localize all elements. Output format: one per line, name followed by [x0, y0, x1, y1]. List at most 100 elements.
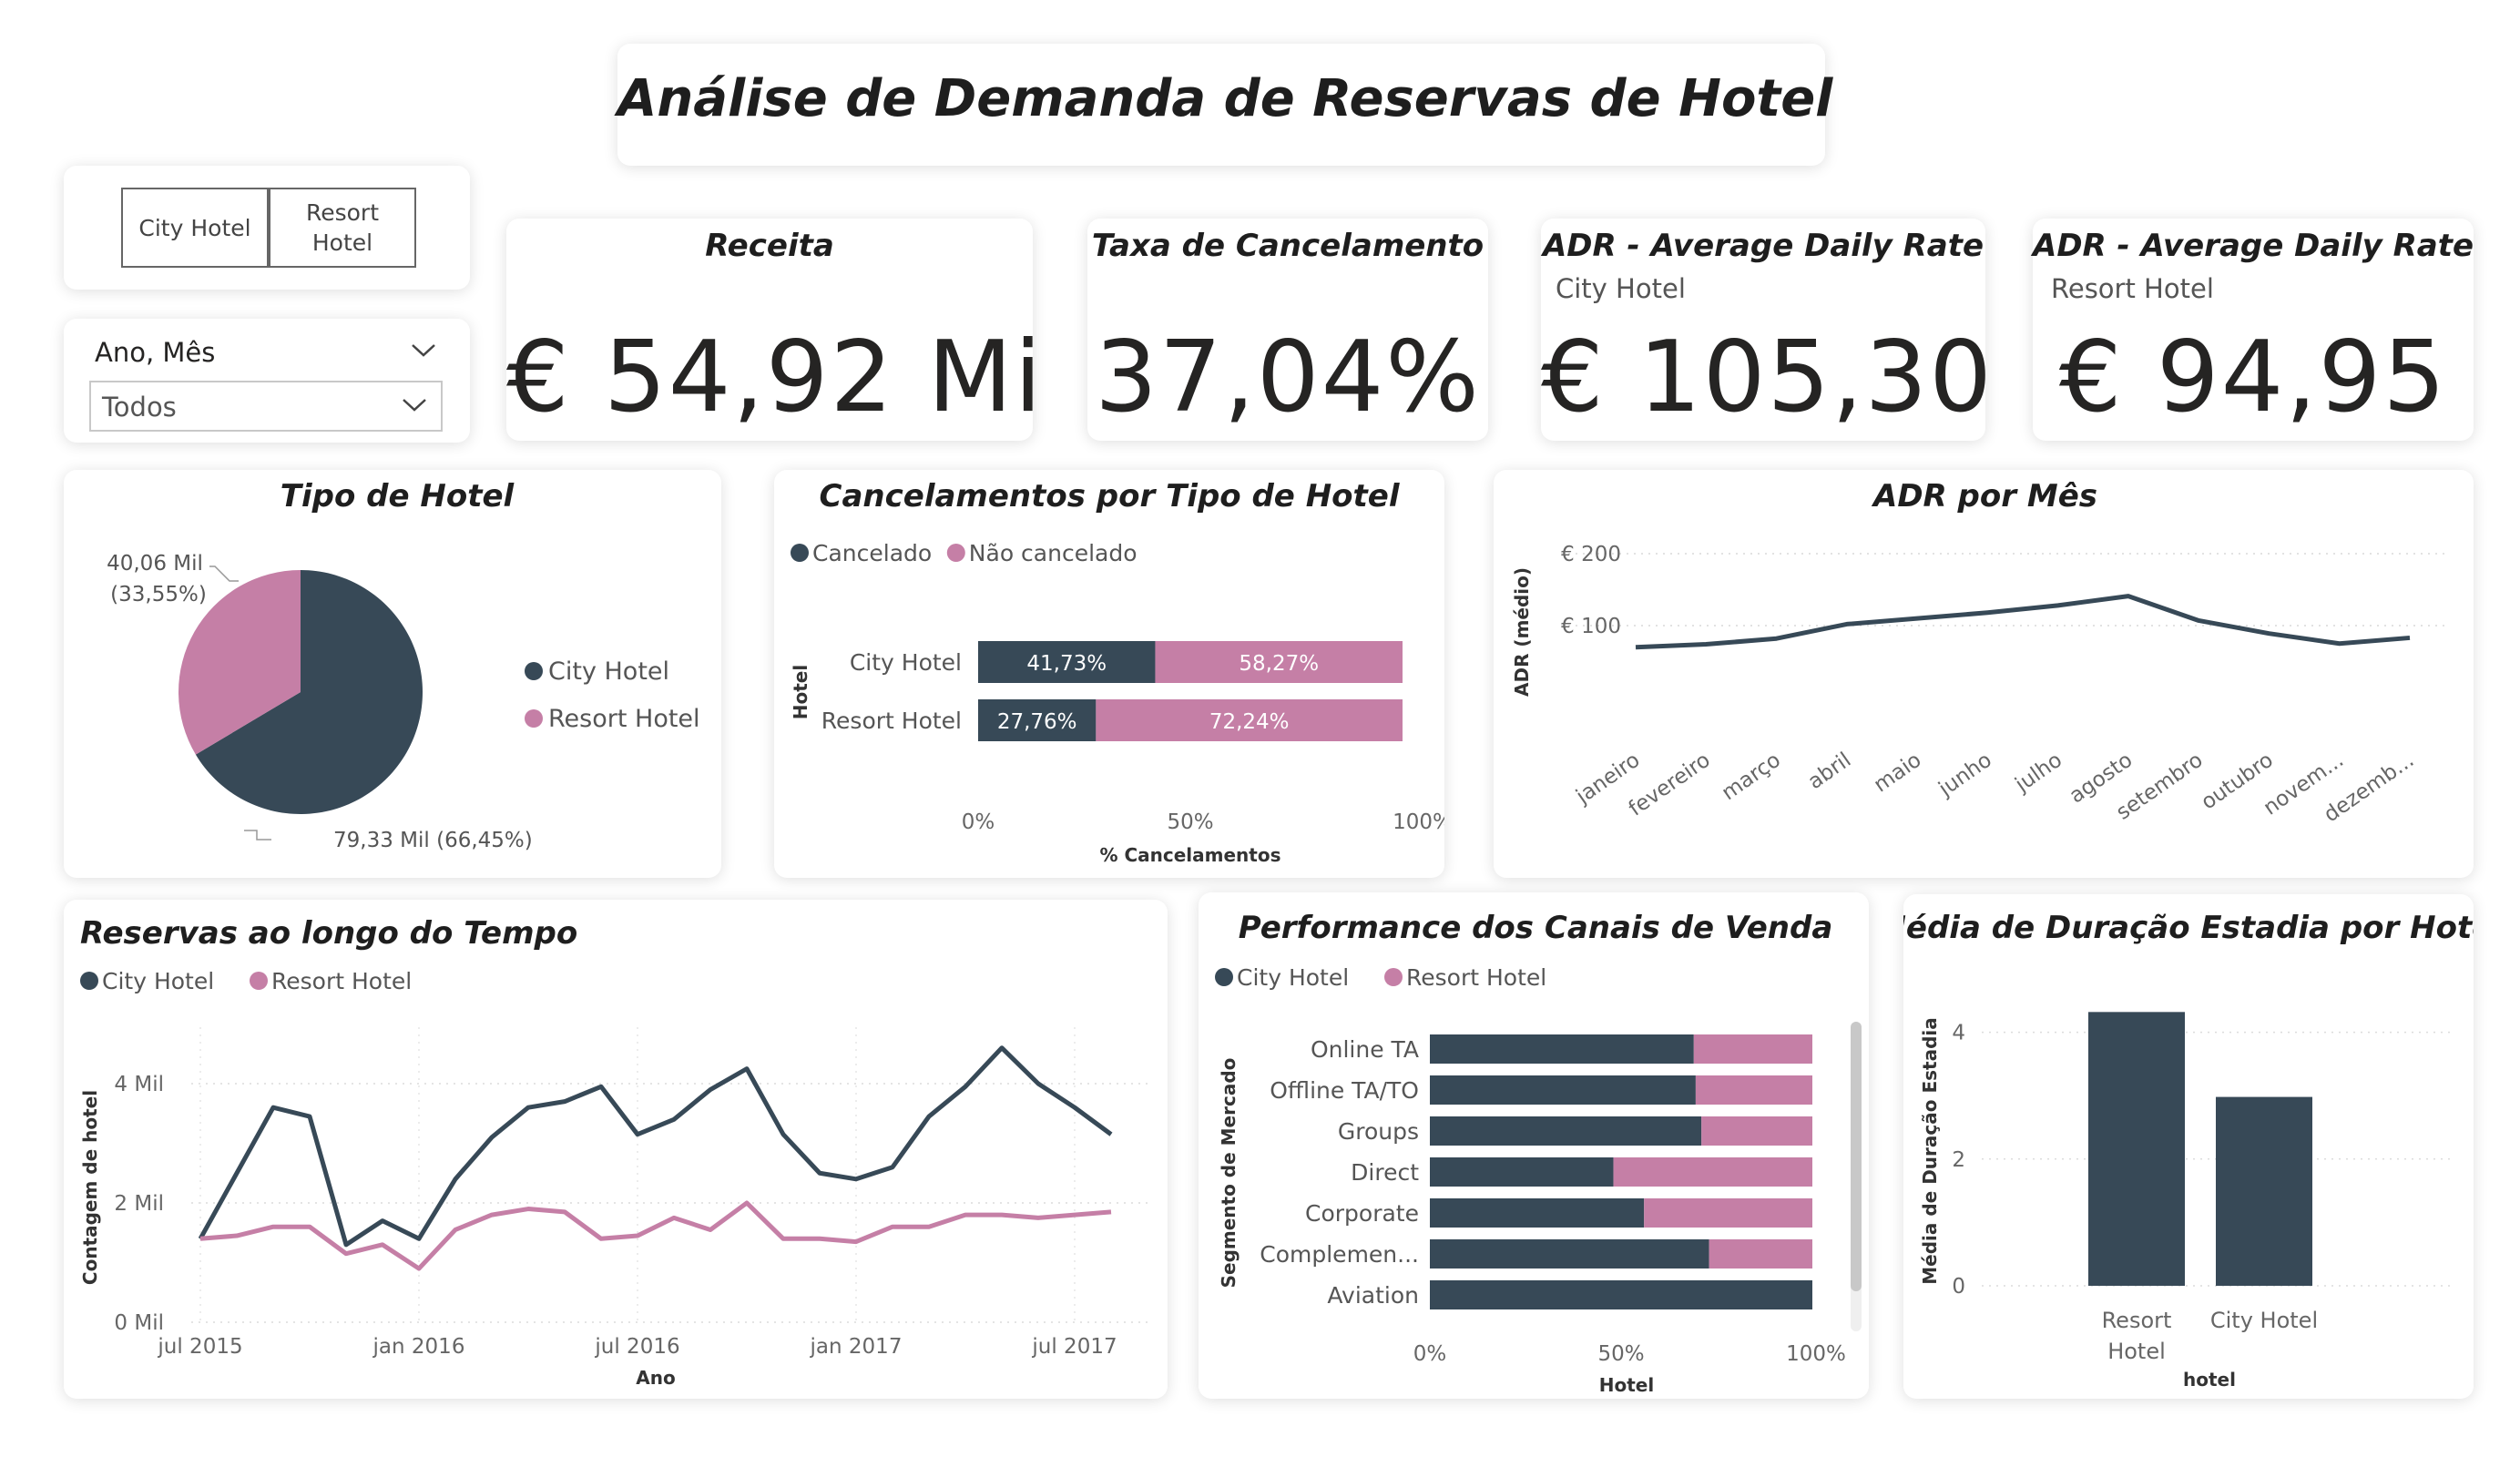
x-tick-label: Resort: [2102, 1308, 2172, 1333]
legend-label: Resort Hotel: [548, 705, 700, 733]
bar-data-label: 72,24%: [1209, 710, 1290, 734]
y-tick-label: 2: [1952, 1148, 1965, 1172]
chart-title: ADR por Mês: [1871, 478, 2097, 515]
legend-marker: [1215, 968, 1233, 986]
y-axis-label: Hotel: [790, 665, 811, 719]
category-label: City Hotel: [850, 649, 962, 676]
y-tick-label: 0: [1952, 1275, 1965, 1299]
bar-segment: [978, 641, 1156, 683]
chevron-down-icon: [403, 399, 426, 412]
category-label: Corporate: [1305, 1200, 1419, 1227]
pie-slice: [178, 570, 301, 755]
date-slicer: Ano, Mês Todos: [64, 319, 470, 443]
bar: [2216, 1096, 2312, 1286]
category-label: Complemen...: [1260, 1241, 1419, 1268]
page-title: Análise de Demanda de Reservas de Hotel: [617, 69, 1833, 128]
bar-segment: [1430, 1198, 1645, 1228]
kpi-receita: Receita € 54,92 Mi: [506, 219, 1044, 441]
legend-label: City Hotel: [1237, 964, 1349, 991]
bar-segment: [1695, 1075, 1812, 1105]
pie-leader-line: [244, 830, 271, 841]
legend-label: Resort Hotel: [1406, 964, 1546, 991]
bar-segment: [1693, 1034, 1812, 1064]
y-axis-label: Contagem de hotel: [79, 1090, 101, 1285]
y-tick-label: 2 Mil: [114, 1192, 164, 1216]
legend-label: City Hotel: [102, 968, 214, 994]
kpi-value: 37,04%: [1095, 321, 1481, 434]
legend-marker: [791, 544, 809, 562]
chart-title: Tipo de Hotel: [281, 478, 515, 515]
bar-segment: [1155, 641, 1403, 683]
kpi-value: € 94,95: [2058, 321, 2448, 434]
pie-slice: [195, 570, 423, 814]
x-axis-label: hotel: [2183, 1369, 2236, 1391]
category-label: Aviation: [1327, 1282, 1419, 1309]
kpi-title: ADR - Average Daily Rate: [2033, 228, 2474, 264]
adr-month-chart-card: ADR por Mês € 100 € 200 janeiro fevereiro ma…: [1494, 470, 2474, 878]
legend-marker: [946, 544, 965, 562]
chart-title: Cancelamentos por Tipo de Hotel: [820, 478, 1401, 515]
adr-line: [1635, 594, 2411, 650]
bar-data-label: 41,73%: [1026, 652, 1107, 676]
scrollbar-thumb[interactable]: [1851, 1022, 1862, 1291]
x-tick-label: 100%: [1393, 810, 1444, 834]
bar-segment: [1430, 1239, 1709, 1269]
x-tick-label: 50%: [1167, 810, 1213, 834]
legend-label: Não cancelado: [969, 540, 1138, 566]
bar-segment: [1430, 1034, 1694, 1064]
x-tick-label: jan 2016: [372, 1335, 465, 1359]
kpi-cancelamento: Taxa de Cancelamento 37,04%: [1087, 219, 1488, 441]
slicer-button-city-hotel[interactable]: City Hotel: [121, 188, 269, 268]
x-tick-label: 50%: [1597, 1342, 1644, 1366]
stay-duration-chart-card: Média de Duração Estadia por Hotel 0 2 4 Re…: [1903, 894, 2474, 1399]
bar-segment: [1096, 699, 1403, 741]
bar-segment: [1430, 1116, 1702, 1146]
legend-marker: [525, 709, 543, 728]
page-title-card: Análise de Demanda de Reservas de Hotel: [617, 44, 1833, 166]
category-label: Groups: [1338, 1118, 1419, 1145]
pie-data-label: 79,33 Mil (66,45%): [333, 829, 533, 852]
kpi-title: Receita: [705, 228, 834, 264]
x-tick-label: 100%: [1786, 1342, 1846, 1366]
x-axis-label: Hotel: [1599, 1374, 1654, 1396]
bar-segment: [1644, 1198, 1812, 1228]
category-label: Resort Hotel: [821, 708, 962, 734]
x-tick-label: jul 2015: [157, 1335, 242, 1359]
x-axis-label: Ano: [636, 1367, 675, 1389]
stay-duration-bar-chart: Média de Duração Estadia por Hotel 0 2 4 Re…: [1903, 910, 2474, 1391]
bar: [2088, 1012, 2185, 1286]
kpi-value: € 54,92 Mi: [506, 321, 1044, 434]
kpi-adr-resort: ADR - Average Daily Rate Resort Hotel € …: [2033, 219, 2474, 441]
bar-segment: [1430, 1157, 1614, 1187]
hotel-slicer: City Hotel Resort Hotel: [64, 166, 470, 290]
category-label: Offline TA/TO: [1270, 1077, 1419, 1104]
y-tick-label: € 200: [1561, 543, 1621, 566]
kpi-title: Taxa de Cancelamento: [1091, 228, 1484, 264]
x-tick-label: abril: [1804, 749, 1856, 795]
bar-segment: [978, 699, 1097, 741]
x-tick-label: maio: [1870, 749, 1926, 798]
legend-marker: [525, 662, 543, 680]
cancel-bar-chart: Cancelamentos por Tipo de Hotel Cancelad…: [790, 478, 1444, 866]
bar-segment: [1613, 1157, 1812, 1187]
chart-title: Performance dos Canais de Venda: [1239, 910, 1833, 946]
x-tick-label: jan 2017: [810, 1335, 903, 1359]
y-axis-label: ADR (médio): [1511, 567, 1533, 697]
y-axis-label: Segmento de Mercado: [1218, 1058, 1240, 1289]
x-tick-label: Hotel: [2107, 1339, 2166, 1364]
legend-label: Cancelado: [812, 540, 932, 566]
y-axis-label: Média de Duração Estadia: [1919, 1017, 1941, 1285]
bar-data-label: 27,76%: [997, 710, 1077, 734]
legend-label: Resort Hotel: [271, 968, 412, 994]
legend-label: City Hotel: [548, 657, 669, 686]
slicer-button-resort-hotel[interactable]: Resort Hotel: [269, 188, 416, 268]
y-tick-label: 4 Mil: [114, 1073, 164, 1096]
x-tick-label: jul 2017: [1031, 1335, 1117, 1359]
kpi-subtitle: City Hotel: [1556, 273, 1686, 304]
chevron-down-icon[interactable]: [410, 341, 437, 361]
pie-data-label: (33,55%): [110, 583, 207, 606]
bar-data-label: 58,27%: [1239, 652, 1319, 676]
date-dropdown[interactable]: Todos: [89, 381, 443, 432]
series-line: [199, 1200, 1112, 1271]
x-tick-label: março: [1718, 749, 1785, 806]
